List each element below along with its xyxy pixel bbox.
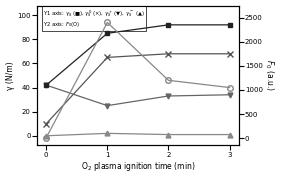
Y-axis label: γ (N/m): γ (N/m) [6, 61, 15, 90]
Y-axis label: $F_0$ (a.u.): $F_0$ (a.u.) [263, 59, 275, 91]
X-axis label: O$_2$ plasma ignition time (min): O$_2$ plasma ignition time (min) [81, 160, 195, 173]
Text: Y1 axis: $\gamma_S$ (■), $\gamma_S^0$ (×), $\gamma_S^+$ (▼), $\gamma_S^-$ (▲)
Y2: Y1 axis: $\gamma_S$ (■), $\gamma_S^0$ (×… [43, 8, 145, 29]
